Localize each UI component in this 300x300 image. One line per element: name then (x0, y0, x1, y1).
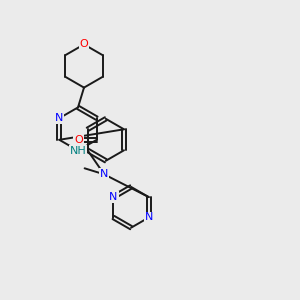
Text: N: N (109, 192, 118, 202)
Text: O: O (74, 135, 83, 145)
Text: NH: NH (70, 146, 86, 156)
Text: N: N (55, 113, 64, 123)
Text: N: N (100, 169, 108, 179)
Text: N: N (145, 212, 153, 223)
Text: O: O (80, 39, 88, 50)
